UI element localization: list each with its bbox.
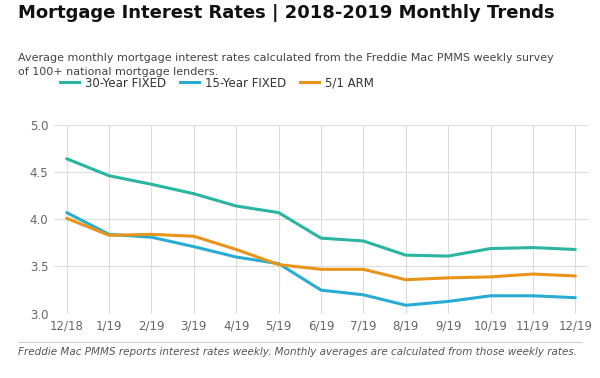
Text: Mortgage Interest Rates | 2018-2019 Monthly Trends: Mortgage Interest Rates | 2018-2019 Mont… (18, 4, 554, 22)
Legend: 30-Year FIXED, 15-Year FIXED, 5/1 ARM: 30-Year FIXED, 15-Year FIXED, 5/1 ARM (60, 77, 374, 90)
Text: Freddie Mac PMMS reports interest rates weekly. Monthly averages are calculated : Freddie Mac PMMS reports interest rates … (18, 347, 577, 357)
Text: Average monthly mortgage interest rates calculated from the Freddie Mac PMMS wee: Average monthly mortgage interest rates … (18, 53, 554, 77)
